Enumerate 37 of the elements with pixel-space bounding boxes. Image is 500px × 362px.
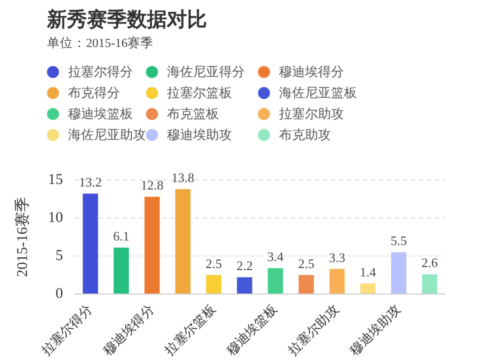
legend-label: 穆迪埃得分 — [279, 64, 344, 81]
y-tick-label: 15 — [48, 172, 63, 188]
chart-subtitle: 单位：2015-16赛季 — [47, 35, 154, 52]
legend-label: 穆迪埃助攻 — [167, 127, 232, 144]
data-label: 1.4 — [360, 264, 377, 280]
x-tick-label: 拉塞尔篮板 — [162, 301, 219, 359]
y-tick-label: 5 — [56, 248, 63, 264]
data-label: 2.5 — [298, 256, 314, 271]
data-label: 2.2 — [236, 258, 253, 274]
legend-label: 拉塞尔助攻 — [279, 106, 344, 123]
x-tick-label: 拉塞尔助攻 — [285, 301, 342, 359]
y-tick-label: 10 — [48, 210, 63, 226]
legend-label: 海佐尼亚助攻 — [68, 127, 146, 144]
x-tick-label: 穆迪埃篮板 — [224, 302, 281, 359]
legend-label: 布克得分 — [68, 85, 120, 102]
legend-label: 拉塞尔篮板 — [167, 85, 232, 102]
legend-label: 布克篮板 — [167, 106, 219, 123]
data-label: 3.3 — [328, 250, 346, 265]
legend-label: 穆迪埃篮板 — [68, 106, 133, 123]
x-tick-label: 穆迪埃得分 — [100, 302, 158, 359]
data-label: 2.6 — [421, 255, 438, 270]
y-tick-label: 0 — [56, 286, 63, 302]
y-axis-title: 2015-16赛季 — [14, 197, 31, 278]
legend-label: 布克助攻 — [279, 127, 331, 144]
legend-label: 拉塞尔得分 — [68, 64, 133, 81]
data-label: 5.5 — [390, 233, 407, 248]
x-tick-label: 穆迪埃助攻 — [347, 302, 404, 359]
legend-label: 海佐尼亚篮板 — [279, 85, 357, 102]
data-label: 2.5 — [206, 256, 222, 271]
x-tick-label: 拉塞尔得分 — [38, 301, 96, 359]
data-label: 13.2 — [79, 174, 102, 190]
data-label: 6.1 — [113, 228, 130, 244]
data-label: 13.8 — [172, 170, 194, 186]
data-label: 12.8 — [140, 178, 164, 193]
legend-label: 海佐尼亚得分 — [167, 64, 245, 81]
chart-title: 新秀赛季数据对比 — [47, 6, 207, 33]
data-label: 3.4 — [267, 249, 284, 264]
